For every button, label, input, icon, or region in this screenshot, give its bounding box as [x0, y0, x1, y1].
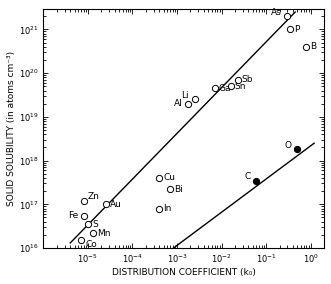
Text: Bi: Bi [174, 185, 183, 194]
Text: Zn: Zn [88, 192, 100, 201]
Text: Mn: Mn [97, 229, 111, 237]
Text: Al: Al [174, 99, 183, 108]
Text: Au: Au [110, 200, 122, 209]
Text: C: C [244, 172, 251, 181]
X-axis label: DISTRIBUTION COEFFICIENT (k₀): DISTRIBUTION COEFFICIENT (k₀) [112, 268, 256, 277]
Text: Ga: Ga [219, 84, 231, 93]
Text: In: In [164, 204, 172, 213]
Text: Co: Co [85, 240, 97, 249]
Text: As: As [271, 8, 282, 16]
Text: O: O [285, 141, 292, 150]
Text: Cu: Cu [164, 174, 175, 183]
Text: P: P [295, 25, 300, 34]
Text: B: B [310, 42, 317, 51]
Y-axis label: SOLID SOLUBILITY (in atoms cm⁻³): SOLID SOLUBILITY (in atoms cm⁻³) [7, 51, 16, 206]
Text: Li: Li [182, 91, 189, 100]
Text: Sb: Sb [242, 76, 253, 84]
Text: N: N [0, 283, 1, 284]
Text: Fe: Fe [68, 211, 78, 220]
Text: S: S [92, 220, 98, 229]
Text: Sn: Sn [235, 82, 246, 91]
